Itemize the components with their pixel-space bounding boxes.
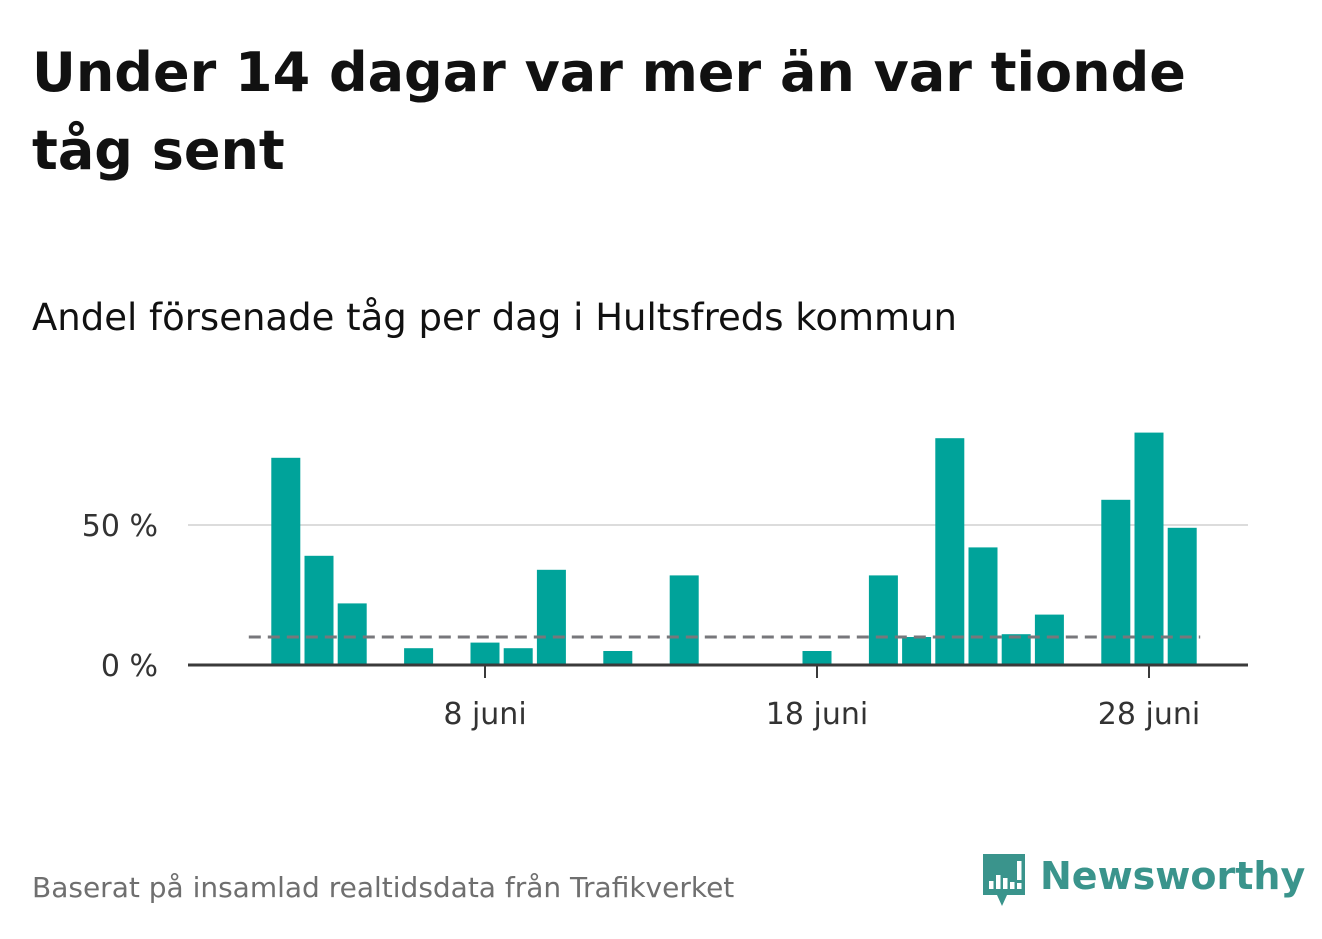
bar	[337, 603, 367, 665]
source-note: Baserat på insamlad realtidsdata från Tr…	[32, 871, 735, 904]
bar	[1101, 499, 1131, 665]
bar	[536, 569, 566, 665]
bar	[503, 648, 533, 665]
bar	[802, 651, 832, 665]
bar	[902, 637, 932, 665]
bar	[968, 547, 998, 665]
bar	[1134, 432, 1164, 665]
newsworthy-logo-icon	[983, 854, 1025, 906]
brand-logo: Newsworthy	[980, 850, 1305, 910]
brand-name: Newsworthy	[1040, 854, 1306, 898]
bar	[271, 457, 301, 665]
chart-subtitle: Andel försenade tåg per dag i Hultsfreds…	[32, 296, 957, 339]
x-tick-label: 8 juni	[443, 697, 526, 732]
x-tick-label: 18 juni	[766, 697, 868, 732]
y-tick-label: 0 %	[101, 649, 158, 684]
bar	[935, 438, 965, 665]
bar	[868, 575, 898, 665]
bar	[669, 575, 699, 665]
bar	[1001, 634, 1031, 665]
bar	[470, 642, 500, 665]
bar	[404, 648, 434, 665]
bar	[304, 555, 334, 665]
bar	[603, 651, 633, 665]
bar	[1034, 614, 1064, 665]
y-tick-label: 50 %	[82, 509, 158, 544]
chart-title: Under 14 dagar var mer än var tionde tåg…	[32, 41, 1186, 182]
bar	[1167, 527, 1197, 665]
x-tick-label: 28 juni	[1098, 697, 1200, 732]
